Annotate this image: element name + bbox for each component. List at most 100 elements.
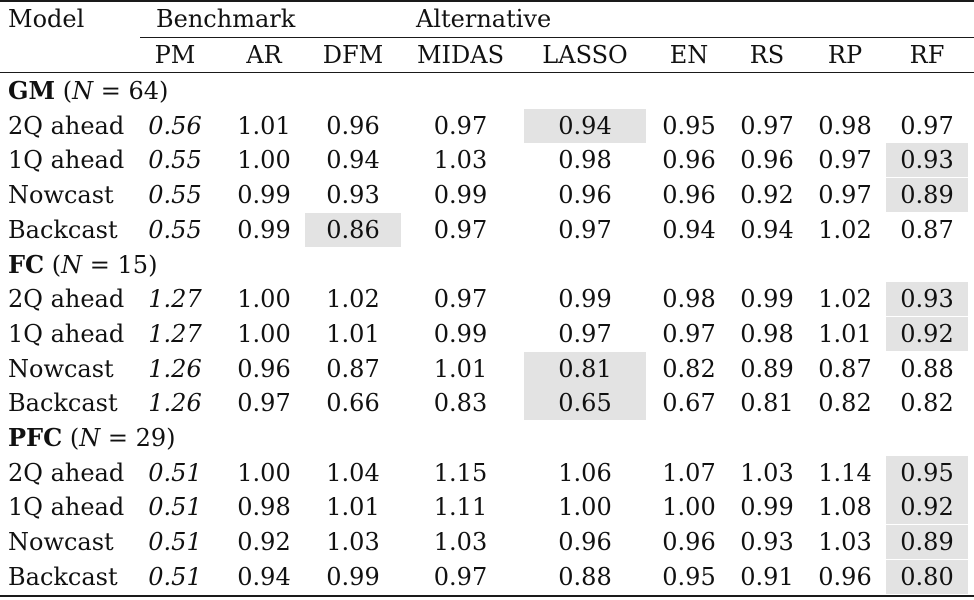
table-cell: 0.92: [886, 316, 968, 351]
row-label: Nowcast: [8, 181, 114, 210]
row-label: Backcast: [8, 215, 118, 244]
table-cell: 0.87: [900, 215, 954, 244]
table-cell: 0.97: [558, 215, 612, 244]
table-cell: 1.04: [326, 458, 380, 487]
table-cell: 0.99: [740, 493, 794, 522]
table-cell: 0.97: [433, 562, 488, 591]
column-header-ar: AR: [246, 41, 282, 69]
group-n-value: = 29: [107, 424, 167, 452]
table-cell: 0.98: [740, 319, 794, 348]
table-cell: 0.51: [148, 528, 202, 557]
row-label: 2Q ahead: [8, 285, 125, 314]
table-cell: 0.96: [237, 354, 291, 383]
table-cell: 0.99: [237, 215, 291, 244]
table-cell: 0.97: [433, 215, 488, 244]
table-cell: 0.95: [886, 455, 968, 490]
table-cell: 0.87: [818, 354, 872, 383]
table-cell: 0.97: [818, 181, 872, 210]
table-cell: 1.01: [326, 319, 380, 348]
table-cell: 0.81: [524, 351, 646, 386]
table-cell: 0.92: [237, 528, 291, 557]
table-cell: 1.15: [433, 458, 488, 487]
table-cell: 0.97: [433, 111, 488, 140]
table-cell: 0.82: [662, 354, 716, 383]
table-cell: 0.87: [326, 354, 380, 383]
table-cell: 1.26: [148, 354, 202, 383]
table-cell: 0.94: [326, 146, 380, 175]
table-cell: 0.95: [662, 111, 716, 140]
group-n-value: = 64: [100, 77, 159, 105]
table-cell: 0.82: [900, 389, 954, 418]
table-cell: 0.92: [740, 181, 794, 210]
table-cell: 1.03: [433, 146, 488, 175]
table-cell: 1.00: [558, 493, 612, 522]
table-cell: 0.89: [886, 525, 968, 560]
table-cell: 0.91: [740, 562, 794, 591]
table-cell: 1.01: [237, 111, 291, 140]
table-cell: 0.99: [558, 285, 612, 314]
table-cell: 0.80: [886, 559, 968, 594]
group-heading: FC (N = 15): [8, 249, 158, 279]
table-cell: 0.94: [237, 562, 291, 591]
table-cell: 0.99: [433, 181, 488, 210]
table-cell: 1.27: [148, 319, 202, 348]
table-cell: 0.97: [740, 111, 794, 140]
table-cell: 0.96: [662, 181, 716, 210]
table-cell: 0.99: [433, 319, 488, 348]
table-cell: 0.93: [886, 143, 968, 178]
bottom-rule: [0, 595, 974, 597]
table-cell: 1.03: [818, 528, 872, 557]
table-cell: 0.94: [524, 108, 646, 143]
row-label: Backcast: [8, 389, 118, 418]
table-cell: 1.06: [558, 458, 612, 487]
column-header-lasso: LASSO: [542, 41, 628, 69]
table-cell: 0.97: [818, 146, 872, 175]
table-cell: 1.27: [148, 285, 202, 314]
table-cell: 0.99: [237, 181, 291, 210]
table-cell: 1.14: [818, 458, 872, 487]
column-header-dfm: DFM: [322, 41, 384, 69]
column-header-rs: RS: [749, 41, 785, 69]
table-cell: 0.67: [662, 389, 716, 418]
row-label: Nowcast: [8, 354, 114, 383]
table-cell: 1.02: [818, 285, 872, 314]
group-n-label: N: [61, 250, 83, 279]
header-model: Model: [8, 5, 85, 33]
table-cell: 0.89: [740, 354, 794, 383]
table-cell: 0.96: [558, 528, 612, 557]
table-cell: 1.03: [433, 528, 488, 557]
table-cell: 0.98: [662, 285, 716, 314]
group-n-value: = 15: [89, 250, 149, 279]
table-cell: 1.01: [818, 319, 872, 348]
group-heading: PFC (N = 29): [8, 423, 176, 452]
table-cell: 0.98: [558, 146, 612, 175]
row-label: 1Q ahead: [8, 493, 125, 522]
table-cell: 0.97: [433, 285, 488, 314]
table-cell: 0.93: [326, 181, 380, 210]
group-n-label: N: [79, 424, 101, 452]
table-cell: 0.55: [148, 146, 202, 175]
row-label: 2Q ahead: [8, 458, 125, 487]
table-cell: 0.65: [524, 386, 646, 421]
table-cell: 0.51: [148, 562, 202, 591]
table-cell: 1.03: [740, 458, 794, 487]
row-label: Nowcast: [8, 528, 114, 557]
table-cell: 0.94: [662, 215, 716, 244]
table-cell: 0.56: [148, 111, 202, 140]
table-cell: 1.11: [433, 493, 488, 522]
group-name: FC: [8, 249, 45, 279]
header-mid-rule: [140, 37, 974, 38]
table-cell: 0.96: [662, 528, 716, 557]
table-cell: 1.02: [818, 215, 872, 244]
table-cell: 0.94: [740, 215, 794, 244]
table-cell: 0.93: [740, 528, 794, 557]
row-label: 1Q ahead: [8, 146, 125, 175]
table-cell: 0.51: [148, 493, 202, 522]
table-cell: 1.01: [433, 354, 488, 383]
table-cell: 1.08: [818, 493, 872, 522]
column-header-midas: MIDAS: [416, 41, 505, 69]
table-cell: 0.97: [662, 319, 716, 348]
table-cell: 0.96: [740, 146, 794, 175]
table-cell: 1.00: [662, 493, 716, 522]
